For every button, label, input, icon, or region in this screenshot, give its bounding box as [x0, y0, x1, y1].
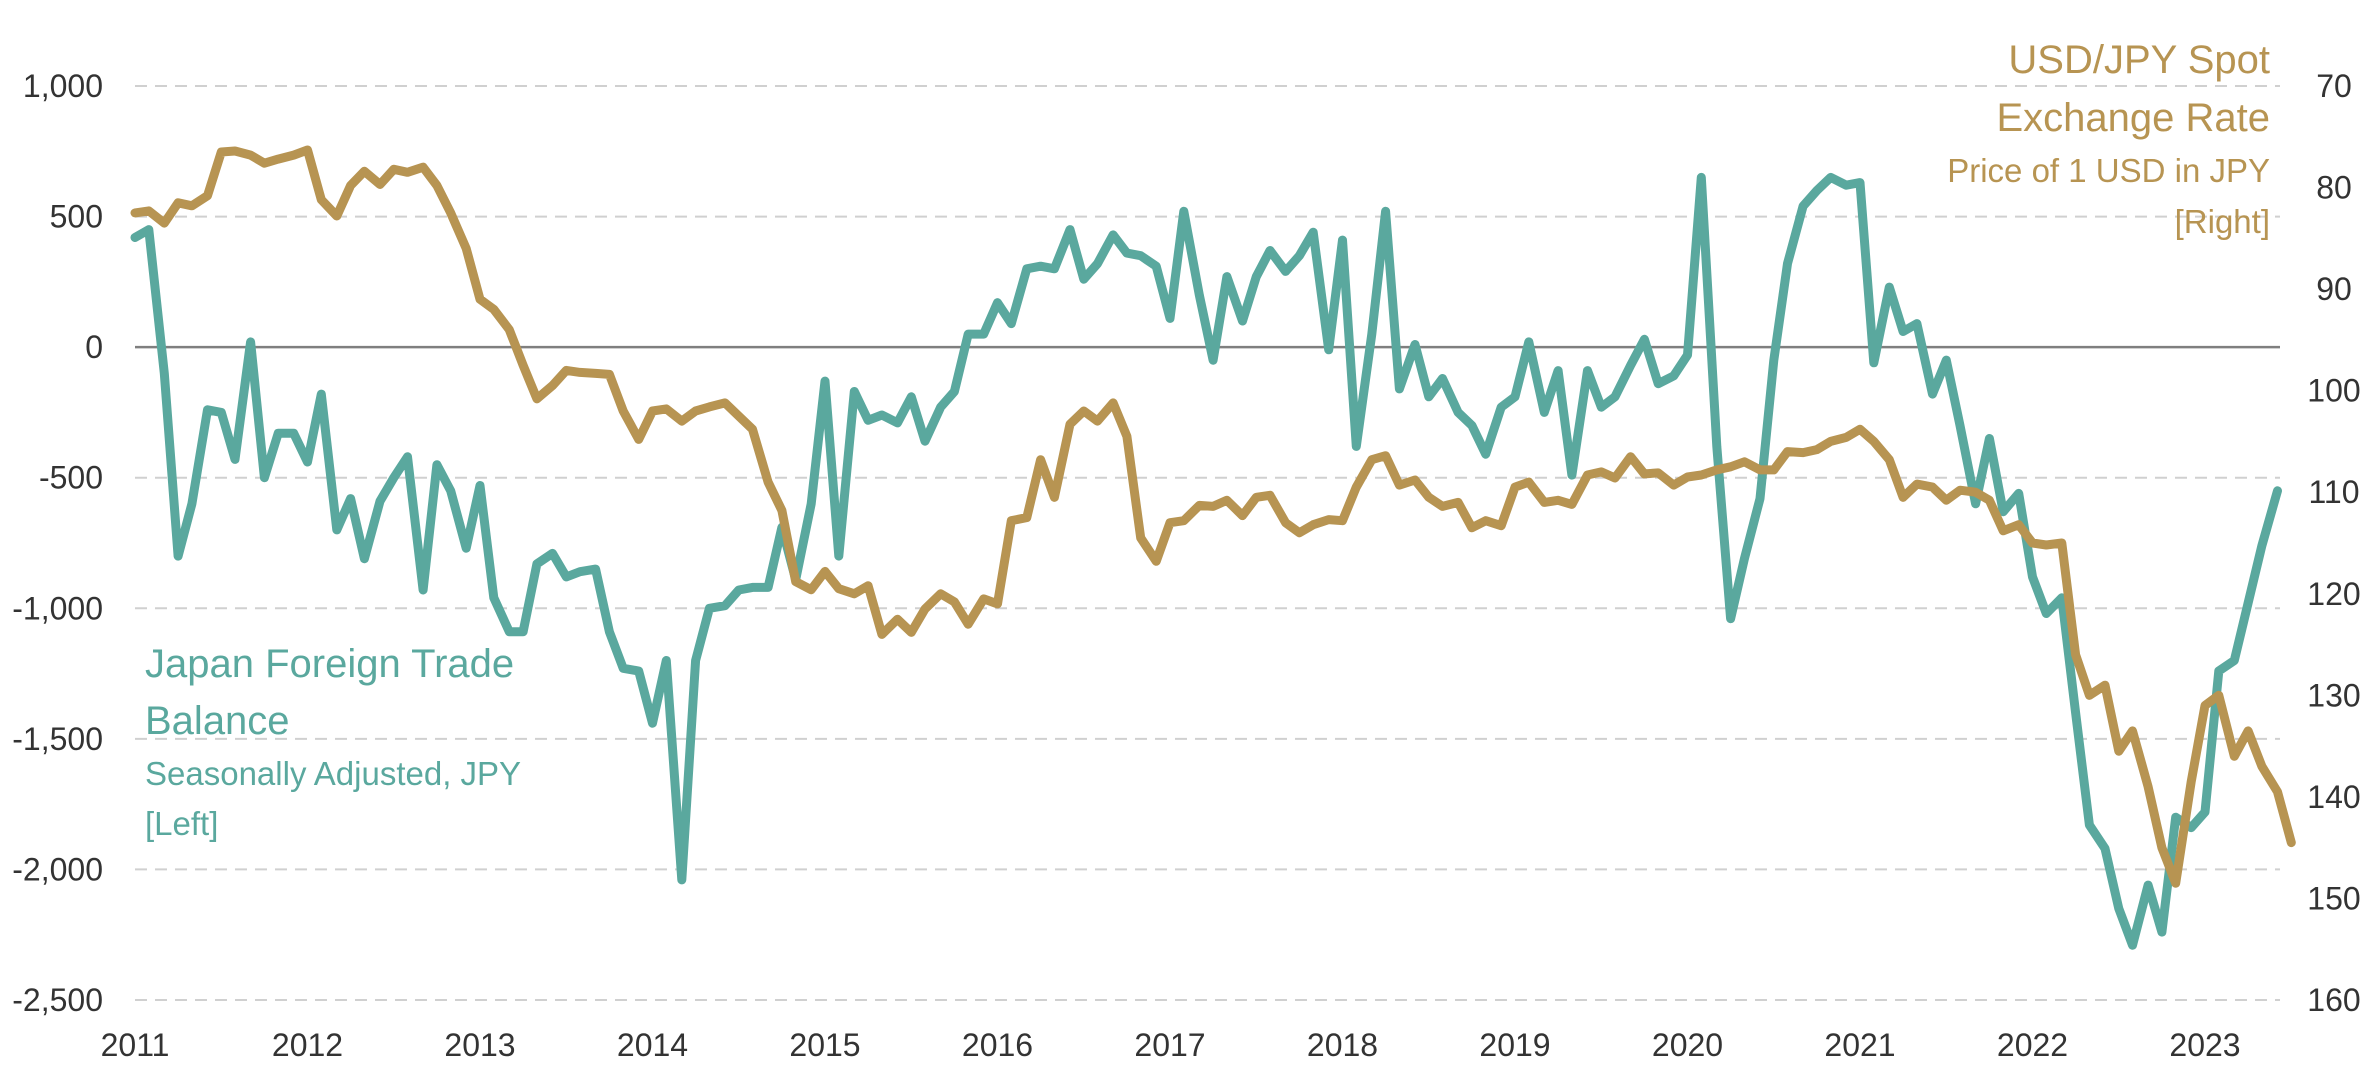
usdjpy-series-title-line2: Exchange Rate [1996, 96, 2270, 140]
x-axis-tick-label: 2016 [962, 1027, 1033, 1063]
left-axis-tick-label: 1,000 [23, 68, 103, 104]
trade-balance-line [130, 172, 2282, 950]
x-axis-tick-label: 2023 [2169, 1027, 2240, 1063]
left-axis-tick-label: 0 [85, 329, 103, 365]
left-axis-tick-label: -2,000 [12, 851, 103, 887]
trade-series-title-line1: Japan Foreign Trade [145, 642, 514, 686]
right-axis-tick-label: 90 [2316, 271, 2352, 307]
series-lines [130, 145, 2296, 950]
usdjpy-line [130, 145, 2296, 888]
x-axis-tick-label: 2020 [1652, 1027, 1723, 1063]
left-axis-tick-label: -500 [39, 460, 103, 496]
x-axis-tick-label: 2015 [789, 1027, 860, 1063]
x-axis-tick-label: 2014 [617, 1027, 688, 1063]
x-axis-tick-label: 2022 [1997, 1027, 2068, 1063]
right-axis-tick-label: 120 [2307, 576, 2360, 612]
usdjpy-series-title-line1: USD/JPY Spot [2008, 38, 2270, 82]
right-axis-tick-label: 80 [2316, 170, 2352, 206]
x-axis-tick-label: 2017 [1134, 1027, 1205, 1063]
trade-series-title-line2: Balance [145, 699, 290, 743]
right-axis-tick-label: 130 [2307, 677, 2360, 713]
right-axis-tick-label: 100 [2307, 373, 2360, 409]
right-axis-tick-label: 70 [2316, 68, 2352, 104]
left-axis-tick-label: 500 [50, 199, 103, 235]
trade-series-subtitle-line2: [Left] [145, 805, 218, 842]
left-axis-tick-label: -1,500 [12, 721, 103, 757]
x-axis-tick-label: 2012 [272, 1027, 343, 1063]
x-axis-tick-label: 2011 [101, 1027, 170, 1063]
x-axis-tick-labels: 2011 2012 2013 2014 2015 2016 2017 2018 2019 2020… [101, 1027, 2241, 1063]
trade-series-subtitle-line1: Seasonally Adjusted, JPY [145, 755, 521, 792]
left-axis-tick-labels: 1,000 500 0 -500 -1,000 -1,500 -2,000 -2,500 [12, 68, 103, 1018]
x-axis-tick-label: 2018 [1307, 1027, 1378, 1063]
right-axis-tick-label: 150 [2307, 880, 2360, 916]
usdjpy-series-subtitle-line2: [Right] [2175, 203, 2270, 240]
x-axis-tick-label: 2021 [1824, 1027, 1895, 1063]
right-axis-tick-label: 110 [2308, 474, 2359, 510]
right-axis-tick-labels: 70 80 90 100 110 120 130 140 150 160 [2307, 68, 2360, 1018]
usdjpy-series-subtitle-line1: Price of 1 USD in JPY [1947, 152, 2270, 189]
right-axis-tick-label: 160 [2307, 982, 2360, 1018]
x-axis-tick-label: 2013 [444, 1027, 515, 1063]
x-axis-tick-label: 2019 [1479, 1027, 1550, 1063]
left-axis-tick-label: -2,500 [12, 982, 103, 1018]
left-axis-tick-label: -1,000 [12, 590, 103, 626]
right-axis-tick-label: 140 [2307, 779, 2360, 815]
